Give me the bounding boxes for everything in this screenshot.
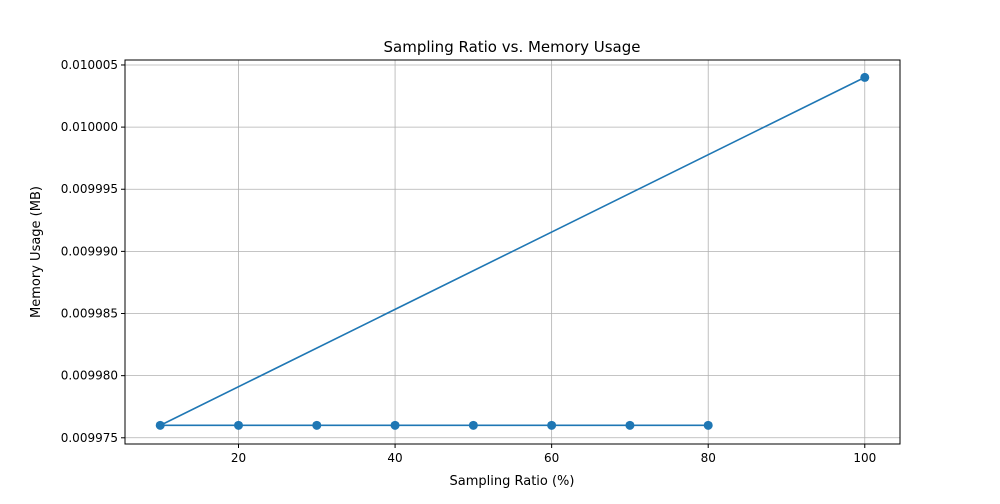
x-axis: 20 40 60 80 100 — [231, 444, 876, 465]
chart-title: Sampling Ratio vs. Memory Usage — [384, 38, 641, 56]
data-point-marker — [390, 420, 400, 430]
y-tick-label: 0.009975 — [61, 431, 118, 445]
data-point-marker — [860, 72, 870, 82]
y-tick-label: 0.010005 — [61, 58, 118, 72]
y-axis-label: Memory Usage (MB) — [29, 186, 44, 318]
x-tick-label: 40 — [387, 451, 402, 465]
y-tick-label: 0.009990 — [61, 244, 118, 258]
x-tick-label: 80 — [701, 451, 716, 465]
data-point-marker — [703, 420, 713, 430]
grid — [125, 60, 900, 444]
x-axis-label: Sampling Ratio (%) — [450, 474, 575, 489]
data-point-marker — [625, 420, 635, 430]
y-tick-label: 0.009995 — [61, 182, 118, 196]
data-point-marker — [155, 420, 165, 430]
x-tick-label: 100 — [853, 451, 876, 465]
y-tick-label: 0.010000 — [61, 120, 118, 134]
data-point-marker — [468, 420, 478, 430]
plot-area-frame — [124, 59, 901, 445]
data-point-marker — [312, 420, 322, 430]
series-layer — [155, 72, 870, 430]
y-tick-label: 0.009985 — [61, 307, 118, 321]
x-tick-label: 20 — [231, 451, 246, 465]
y-axis: 0.009975 0.009980 0.009985 0.009990 0.009995… — [61, 58, 125, 445]
data-point-marker — [547, 420, 557, 430]
y-tick-label: 0.009980 — [61, 369, 118, 383]
x-tick-label: 60 — [544, 451, 559, 465]
data-point-marker — [234, 420, 244, 430]
